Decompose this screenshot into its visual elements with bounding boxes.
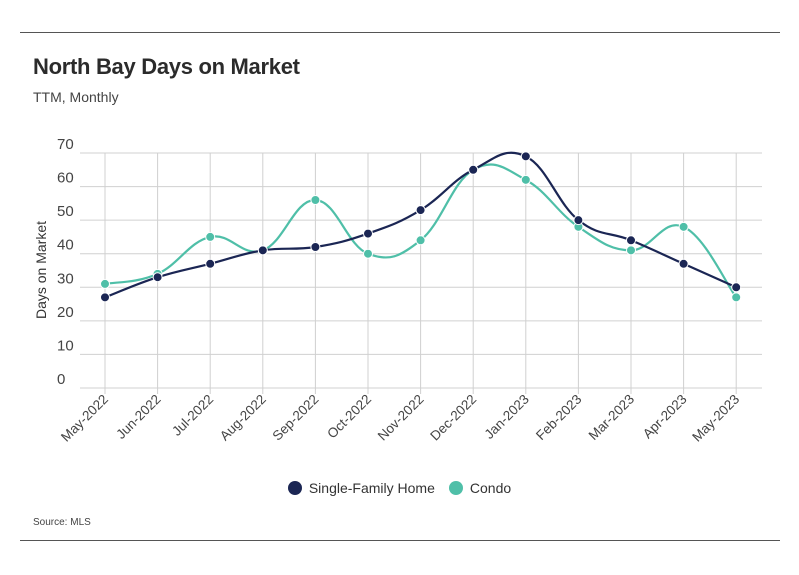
y-tick-label: 10	[57, 337, 74, 354]
data-point-single-family	[731, 282, 742, 293]
series-points	[100, 151, 742, 303]
x-axis-ticks: May-2022 Jun-2022 Jul-2022 Aug-2022 Sep-2022…	[58, 392, 742, 445]
x-tick-label: Oct-2022	[324, 392, 374, 442]
y-axis-label: Days on Market	[33, 221, 49, 319]
x-tick-label: Jan-2023	[482, 392, 532, 442]
x-tick-label: Aug-2022	[217, 392, 269, 444]
data-point-single-family	[573, 215, 584, 226]
chart-title: North Bay Days on Market	[33, 54, 300, 79]
data-point-condo	[520, 174, 531, 185]
legend-label-single-family: Single-Family Home	[308, 480, 435, 496]
data-point-condo	[310, 195, 321, 205]
source-note: Source: MLS	[33, 517, 91, 528]
data-point-single-family	[100, 292, 110, 303]
data-point-single-family	[257, 245, 268, 256]
y-tick-label: 0	[57, 371, 65, 388]
legend-swatch-condo	[448, 481, 463, 495]
legend-item-condo: Condo	[448, 480, 512, 496]
data-point-condo	[363, 248, 373, 259]
x-tick-label: Sep-2022	[270, 392, 322, 444]
data-point-condo	[100, 278, 110, 289]
legend-item-single-family: Single-Family Home	[287, 480, 435, 496]
data-point-single-family	[310, 242, 321, 252]
y-tick-label: 20	[57, 304, 74, 321]
y-tick-label: 70	[57, 136, 74, 153]
data-point-condo	[731, 292, 742, 303]
x-tick-label: Mar-2023	[586, 392, 637, 443]
y-tick-label: 30	[57, 270, 74, 287]
x-tick-label: May-2023	[689, 392, 742, 445]
grid-lines	[80, 152, 762, 394]
x-tick-label: Jun-2022	[113, 392, 163, 442]
x-tick-label: Feb-2023	[533, 392, 584, 443]
top-rule	[20, 32, 780, 33]
data-point-single-family	[626, 235, 636, 246]
data-point-single-family	[678, 258, 689, 269]
y-axis-ticks: 0 10 20 30 40 50 60 70	[57, 136, 74, 388]
x-tick-label: May-2022	[58, 392, 111, 445]
y-tick-label: 40	[57, 237, 74, 254]
x-tick-label: Jul-2022	[169, 392, 216, 439]
chart-subtitle: TTM, Monthly	[33, 89, 119, 105]
legend-label-condo: Condo	[469, 480, 512, 496]
data-point-single-family	[520, 151, 531, 162]
legend: Single-Family Home Condo	[0, 480, 799, 496]
x-tick-label: Dec-2022	[427, 392, 479, 444]
data-point-condo	[205, 231, 216, 242]
data-point-condo	[678, 221, 689, 232]
data-point-single-family	[152, 272, 163, 283]
data-point-single-family	[205, 258, 216, 269]
data-point-single-family	[363, 228, 373, 239]
legend-swatch-single-family	[287, 481, 302, 495]
data-point-condo	[415, 235, 426, 246]
data-point-condo	[626, 245, 636, 256]
y-tick-label: 60	[57, 170, 74, 187]
bottom-rule	[20, 540, 780, 541]
x-tick-label: Nov-2022	[375, 392, 427, 444]
data-point-single-family	[468, 164, 479, 175]
x-tick-label: Apr-2023	[640, 392, 690, 442]
data-point-single-family	[415, 205, 426, 216]
y-tick-label: 50	[57, 203, 74, 220]
